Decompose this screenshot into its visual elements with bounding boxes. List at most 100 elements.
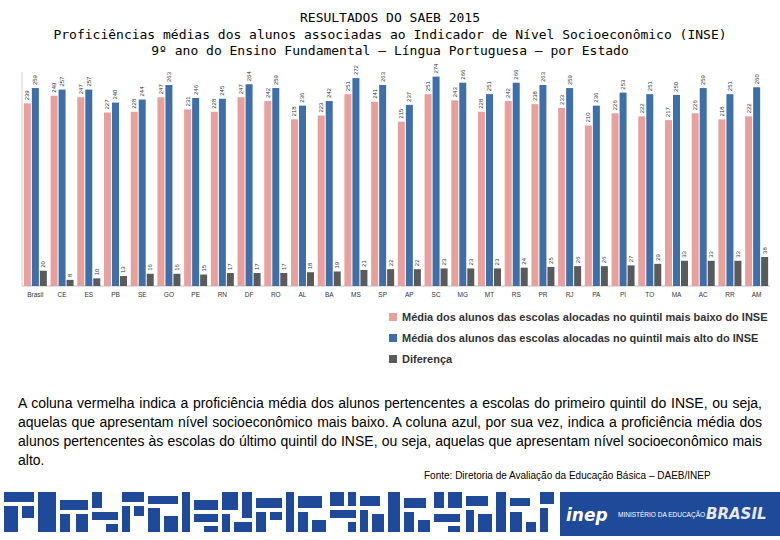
bar <box>726 94 733 286</box>
x-tick-label: PE <box>191 291 200 298</box>
legend-swatch <box>389 334 397 342</box>
data-label: 23 <box>495 258 501 265</box>
bar <box>307 272 314 286</box>
data-label: 231 <box>185 96 191 107</box>
source: Fonte: Diretoria de Avaliação da Educaçã… <box>424 470 711 481</box>
bar <box>120 276 127 286</box>
bar <box>753 87 760 286</box>
data-label: 257 <box>59 76 65 87</box>
bar <box>638 116 645 286</box>
data-label: 272 <box>353 64 359 75</box>
bar <box>505 101 512 286</box>
x-tick-label: RO <box>271 291 281 298</box>
footer-block <box>540 508 548 532</box>
bar <box>486 94 493 286</box>
bar <box>566 88 573 286</box>
data-label: 245 <box>219 85 225 96</box>
data-label: 266 <box>460 69 466 80</box>
bar <box>654 264 661 286</box>
bar <box>478 112 485 286</box>
data-label: 217 <box>666 106 672 117</box>
x-tick-label: MG <box>458 291 468 298</box>
data-label: 257 <box>86 76 92 87</box>
bar <box>513 83 520 286</box>
footer-block <box>330 492 344 506</box>
data-label: 249 <box>51 82 57 93</box>
bar <box>67 280 74 286</box>
footer-logo: BRASIL <box>706 505 767 523</box>
footer-block <box>360 510 368 532</box>
bar <box>718 119 725 286</box>
footer-block <box>92 512 118 520</box>
bar <box>200 275 207 286</box>
x-tick-label: TO <box>645 291 654 298</box>
bar <box>32 88 39 286</box>
footer-band <box>560 492 780 536</box>
bar <box>371 102 378 286</box>
footer-block <box>204 526 218 532</box>
data-label: 26 <box>575 256 581 263</box>
bar <box>441 268 448 286</box>
data-label: 25 <box>548 257 554 264</box>
data-label: 222 <box>746 103 752 114</box>
data-label: 17 <box>227 263 233 270</box>
data-label: 23 <box>441 258 447 265</box>
bar <box>425 94 432 286</box>
bar <box>673 95 680 286</box>
legend-label: Média dos alunos das escolas alocadas no… <box>402 311 768 323</box>
bar <box>451 100 458 286</box>
x-tick-label: MT <box>485 291 494 298</box>
bar <box>165 85 172 286</box>
footer-block <box>526 522 536 532</box>
footer-block <box>434 514 460 522</box>
bar <box>131 112 138 286</box>
bar <box>238 97 245 286</box>
bar <box>254 273 261 286</box>
data-label: 22 <box>414 259 420 266</box>
x-tick-label: MS <box>351 291 361 298</box>
footer-logo: MINISTÉRIO DA EDUCAÇÃO <box>618 510 705 519</box>
x-tick-label: PI <box>620 291 626 298</box>
bar <box>467 268 474 286</box>
data-label: 241 <box>372 88 378 99</box>
footer-block <box>164 516 178 532</box>
footer-block <box>38 492 56 532</box>
x-tick-label: RS <box>512 291 522 298</box>
bar <box>291 119 298 286</box>
legend-swatch <box>389 355 397 363</box>
data-label: 247 <box>238 84 244 95</box>
bar <box>612 113 619 286</box>
data-label: 237 <box>406 91 412 102</box>
footer-block <box>122 506 130 532</box>
data-label: 226 <box>692 100 698 111</box>
data-label: 8 <box>67 273 73 277</box>
bar <box>280 273 287 286</box>
footer-block <box>448 526 460 532</box>
bar <box>379 85 386 286</box>
data-label: 218 <box>719 106 725 117</box>
data-labels: 2392592024925782472571022724013228244162… <box>24 63 767 277</box>
footer-block <box>388 492 400 532</box>
footer-block <box>4 506 18 532</box>
bar <box>494 268 501 286</box>
bar <box>59 90 66 286</box>
x-tick-label: ES <box>84 291 93 298</box>
bar <box>433 77 440 286</box>
x-tick-label: AM <box>752 291 762 298</box>
data-label: 251 <box>345 80 351 91</box>
bar <box>646 94 653 286</box>
x-tick-label: SC <box>432 291 441 298</box>
data-label: 20 <box>40 260 46 267</box>
footer-block <box>182 492 190 532</box>
data-label: 239 <box>24 90 30 101</box>
legend-label: Média dos alunos das escolas alocadas no… <box>402 332 758 344</box>
footer-block <box>242 492 252 518</box>
footer-block <box>298 496 322 508</box>
footer-block <box>404 498 426 508</box>
bar <box>246 84 253 286</box>
subtitle: 9º ano do Ensino Fundamental – Língua Po… <box>151 43 628 58</box>
data-label: 19 <box>334 261 340 268</box>
footer-block <box>222 492 238 510</box>
bar <box>173 274 180 286</box>
footer-block <box>372 514 384 532</box>
